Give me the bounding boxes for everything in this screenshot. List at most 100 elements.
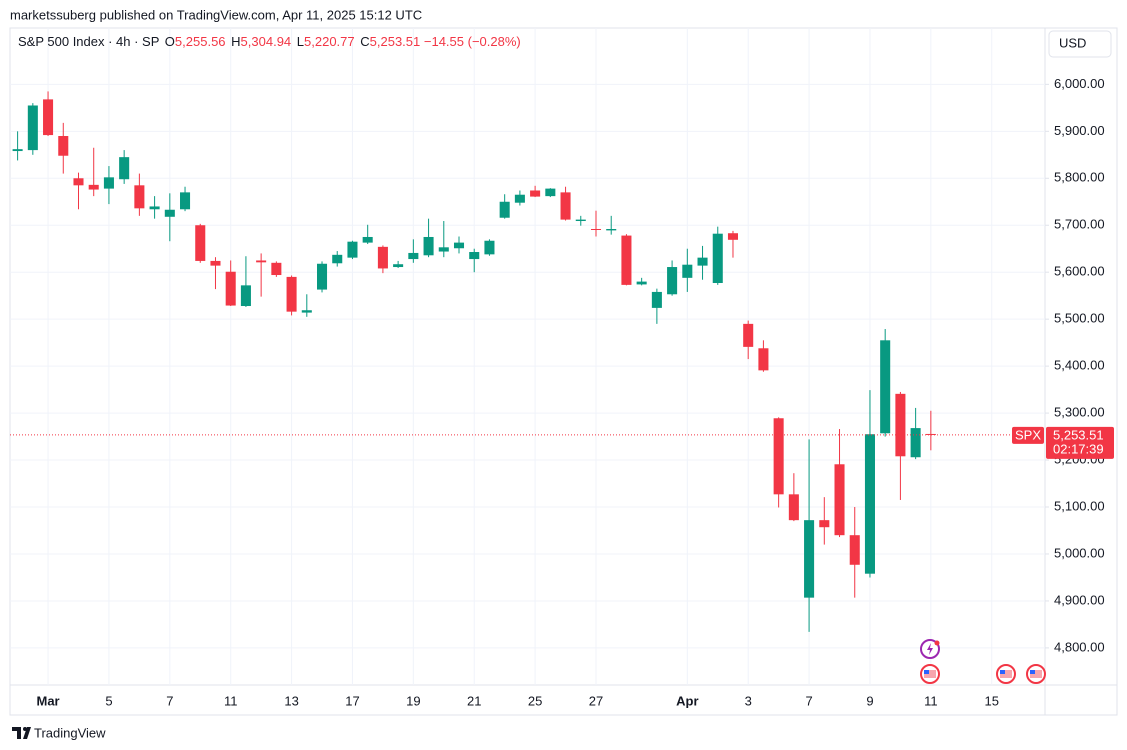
close-value: 5,253.51 <box>370 34 421 49</box>
y-tick-label: 5,100.00 <box>1054 498 1105 513</box>
x-tick-label: 27 <box>589 693 603 708</box>
candle-body <box>880 340 891 434</box>
candle-body <box>910 428 921 458</box>
x-tick-label: 7 <box>805 693 812 708</box>
candle-body <box>636 281 647 285</box>
candle-body <box>606 228 617 231</box>
candle-body <box>560 192 571 220</box>
y-tick-label: 5,700.00 <box>1054 217 1105 232</box>
price-tag <box>1046 426 1114 459</box>
y-tick-label: 4,900.00 <box>1054 592 1105 607</box>
candle-body <box>743 323 754 347</box>
high-value: 5,304.94 <box>241 34 292 49</box>
candle-body <box>469 252 480 260</box>
x-tick-label: Apr <box>676 693 698 708</box>
x-tick-label: 19 <box>406 693 420 708</box>
open-label: O <box>165 34 175 49</box>
candle-body <box>423 236 434 256</box>
brand-name: TradingView <box>34 725 106 740</box>
candle-body <box>408 252 419 260</box>
x-tick-label: 5 <box>105 693 112 708</box>
candle-body <box>347 241 358 258</box>
candle-body <box>88 184 99 190</box>
change: −14.55 (−0.28%) <box>424 34 521 49</box>
plot <box>10 91 1045 632</box>
x-tick-label: 15 <box>984 693 998 708</box>
candle-body <box>758 348 769 371</box>
candle-body <box>834 464 845 536</box>
candle-body <box>43 99 54 136</box>
candle-body <box>499 201 510 218</box>
candle-body <box>697 257 708 266</box>
x-tick-label: 17 <box>345 693 359 708</box>
y-tick-label: 5,900.00 <box>1054 123 1105 138</box>
low-value: 5,220.77 <box>304 34 355 49</box>
x-tick-label: Mar <box>36 693 59 708</box>
event-dot <box>934 640 940 646</box>
candle-body <box>225 271 236 306</box>
candle-body <box>590 228 602 230</box>
candle-body <box>545 188 556 197</box>
currency-button[interactable] <box>1048 30 1112 58</box>
candle-body <box>925 433 936 435</box>
candle-body <box>682 264 693 278</box>
candle-body <box>271 262 282 276</box>
candle-body <box>895 393 906 457</box>
symbol: S&P 500 Index · 4h · SP <box>18 34 159 49</box>
candle-body <box>393 264 404 268</box>
candle-body <box>195 225 206 261</box>
candle-body <box>58 136 69 156</box>
series-tag <box>1012 426 1044 444</box>
event-bolt <box>927 643 933 655</box>
candle-body <box>712 233 723 284</box>
candle-body <box>164 209 175 217</box>
candle-body <box>119 157 130 180</box>
y-tick-label: 5,800.00 <box>1054 170 1105 185</box>
x-tick-label: 9 <box>866 693 873 708</box>
candle-body <box>134 185 145 209</box>
candle-body <box>484 240 495 255</box>
flag-icon[interactable] <box>920 664 940 684</box>
candle-body <box>788 494 799 521</box>
y-tick-label: 5,000.00 <box>1054 545 1105 560</box>
candle-body <box>804 520 815 598</box>
flag-icon[interactable] <box>996 664 1016 684</box>
y-tick-label: 6,000.00 <box>1054 76 1105 91</box>
candle-body <box>149 206 160 210</box>
brand-logo-dot <box>23 727 27 731</box>
price-tag-countdown: 02:17:39 <box>1053 441 1104 456</box>
candle-body <box>453 242 465 249</box>
flag-icon[interactable] <box>1026 664 1046 684</box>
candle-body <box>210 260 221 266</box>
candle-body <box>621 235 632 285</box>
candle-body <box>286 276 297 312</box>
published-note: marketssuberg published on TradingView.c… <box>10 7 422 22</box>
y-tick-label: 4,800.00 <box>1054 639 1105 654</box>
x-tick-label: 11 <box>924 693 938 708</box>
high-label: H <box>231 34 240 49</box>
x-tick-label: 7 <box>166 693 173 708</box>
candle-body <box>849 535 860 565</box>
close-label: C <box>360 34 369 49</box>
candle-body <box>240 285 251 307</box>
candle-body <box>362 236 373 243</box>
candle-body <box>514 194 525 203</box>
x-tick-label: 25 <box>528 693 542 708</box>
currency[interactable]: USD <box>1059 35 1086 50</box>
candle-body <box>773 418 784 495</box>
candle-body <box>651 291 662 308</box>
candle-body <box>301 310 312 313</box>
candle-body <box>103 177 114 189</box>
x-tick-label: 11 <box>224 693 238 708</box>
candle-body <box>530 190 541 197</box>
candle-body <box>819 520 830 528</box>
y-tick-label: 5,600.00 <box>1054 264 1105 279</box>
open-value: 5,255.56 <box>175 34 226 49</box>
series-name: SPX <box>1015 427 1041 442</box>
x-tick-label: 21 <box>467 693 481 708</box>
candle-body <box>864 434 875 574</box>
x-tick-label: 3 <box>745 693 752 708</box>
candle-body <box>667 267 678 295</box>
